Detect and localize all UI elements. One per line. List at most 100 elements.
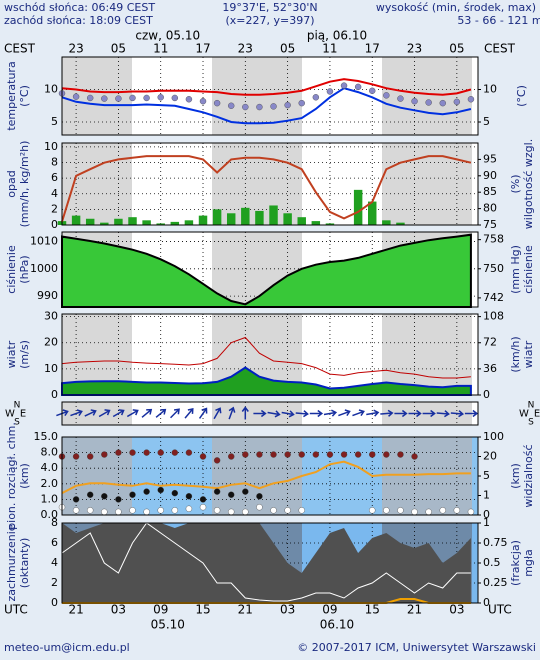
dot	[171, 507, 179, 514]
dot	[171, 94, 179, 102]
dot	[242, 451, 249, 458]
wind-arrow	[267, 410, 281, 418]
precip-bar	[241, 207, 250, 225]
dot	[383, 92, 390, 99]
precip-bar	[255, 210, 264, 225]
dot	[326, 88, 334, 95]
y2-axis-label: (°C)	[515, 85, 528, 107]
dot	[467, 96, 475, 103]
y-tick-label: 10	[44, 362, 58, 375]
dot	[171, 489, 179, 497]
top-tick-label: 23	[238, 42, 253, 56]
y-tick-label: 6	[51, 536, 58, 549]
y-tick-label: 2.0	[41, 477, 59, 490]
dot	[157, 449, 164, 456]
line	[61, 78, 472, 96]
dot	[340, 451, 348, 458]
dot	[284, 101, 291, 109]
y2-axis-label: (km)	[509, 463, 522, 489]
y2-tick-label: 72	[483, 336, 497, 349]
dot	[425, 508, 432, 516]
y-axis-label: (km)	[18, 463, 31, 489]
compass-w: W	[519, 409, 529, 420]
y2-tick-label: 100	[483, 430, 504, 443]
dot	[213, 99, 221, 107]
dot	[72, 453, 80, 460]
precip-bar	[114, 218, 123, 225]
y2-tick-label: 750	[483, 262, 504, 275]
dot	[157, 94, 164, 101]
y2-tick-label: 1	[483, 489, 490, 502]
y-tick-label: 8	[51, 516, 58, 529]
dot	[411, 97, 418, 105]
y-tick-label: 0.0	[41, 508, 59, 521]
precip-bar	[368, 201, 377, 225]
y2-tick-label: 0	[483, 388, 490, 401]
wind-arrow	[126, 409, 139, 418]
dot	[383, 451, 390, 458]
top-tick-label: 05	[449, 42, 464, 56]
dot	[369, 451, 376, 458]
dot	[256, 504, 263, 511]
compass-n: N	[14, 401, 21, 411]
night-band	[382, 143, 472, 225]
precip-bar	[269, 205, 278, 225]
y2-axis-label: (%)	[509, 174, 522, 193]
wind-arrow	[141, 408, 153, 418]
night-band	[382, 437, 472, 515]
y2-axis-label: wilgotność wzgl.	[522, 139, 535, 229]
dot	[87, 453, 94, 460]
dot	[185, 449, 193, 456]
dot	[157, 486, 164, 494]
night-band	[212, 437, 302, 515]
bottom-tick-label: 21	[407, 603, 422, 617]
wind-arrow	[281, 410, 295, 418]
line	[61, 522, 471, 602]
dot	[284, 451, 291, 458]
y-tick-label: 1.0	[41, 492, 59, 505]
dot	[199, 97, 207, 105]
y2-tick-label: 742	[483, 291, 504, 304]
wind-arrow	[70, 409, 83, 417]
line	[61, 87, 472, 125]
precip-bar	[311, 221, 321, 225]
wind-arrow	[323, 409, 338, 417]
y2-axis-label: widzialność	[522, 444, 535, 507]
wind-arrow	[98, 409, 111, 418]
dot	[185, 96, 193, 103]
dot	[298, 507, 305, 514]
panel-frame	[61, 313, 479, 396]
y2-tick-label: 85	[483, 185, 497, 198]
y-tick-label: 6	[51, 171, 58, 184]
dot	[256, 451, 263, 458]
top-tick-label: 05	[111, 42, 126, 56]
dot	[101, 95, 108, 102]
y2-tick-label: 0.25	[483, 576, 508, 589]
marks	[56, 406, 479, 420]
precip-bar	[226, 213, 236, 225]
wind-arrow	[295, 410, 309, 418]
dot	[270, 103, 277, 110]
dot	[397, 507, 404, 514]
compass-e: E	[20, 409, 26, 420]
dot	[397, 451, 404, 458]
top-axis-label: CEST	[4, 42, 36, 56]
bottom-tick-label: 09	[322, 603, 337, 617]
y2-tick-label: 10	[483, 83, 497, 96]
wind-arrow	[253, 409, 267, 418]
panel-frame	[61, 56, 479, 136]
top-tick-label: 11	[153, 42, 168, 56]
dot	[129, 94, 136, 102]
marks	[58, 449, 475, 516]
marks	[61, 336, 472, 396]
wind-arrow	[184, 407, 194, 419]
elevation-title: wysokość (min, środek, max)	[376, 1, 536, 14]
y-tick-label: 20	[44, 336, 58, 349]
precip-bar	[85, 218, 95, 225]
y-axis-label: (°C)	[18, 85, 31, 107]
dot	[312, 94, 320, 101]
top-tick-label: 17	[195, 42, 210, 56]
compass-e: E	[534, 409, 540, 420]
